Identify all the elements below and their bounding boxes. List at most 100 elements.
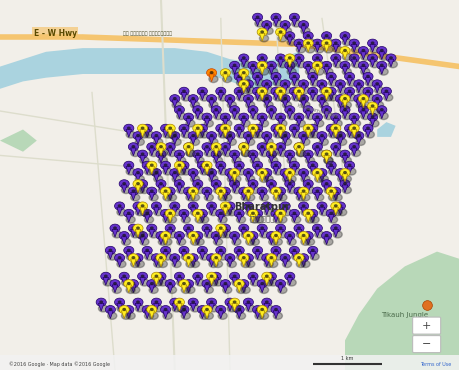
Circle shape [325, 124, 336, 132]
Ellipse shape [296, 149, 305, 157]
Circle shape [196, 127, 199, 130]
Polygon shape [332, 148, 338, 156]
Polygon shape [378, 52, 384, 60]
Polygon shape [135, 174, 140, 182]
Ellipse shape [236, 216, 245, 223]
Circle shape [192, 180, 202, 188]
Circle shape [264, 300, 268, 303]
Ellipse shape [222, 75, 231, 83]
Circle shape [205, 189, 208, 192]
Circle shape [223, 204, 227, 207]
Polygon shape [254, 252, 260, 259]
Ellipse shape [250, 131, 259, 138]
Ellipse shape [204, 120, 213, 127]
Circle shape [260, 145, 263, 148]
Circle shape [128, 280, 138, 288]
Circle shape [264, 134, 268, 137]
Circle shape [243, 95, 253, 103]
Ellipse shape [277, 231, 286, 238]
Polygon shape [213, 148, 218, 156]
Polygon shape [190, 192, 196, 200]
Ellipse shape [149, 149, 158, 157]
Circle shape [302, 232, 313, 240]
Circle shape [321, 39, 331, 47]
Ellipse shape [231, 186, 241, 194]
Circle shape [220, 187, 230, 195]
Polygon shape [314, 118, 319, 126]
Circle shape [257, 54, 267, 62]
Circle shape [287, 234, 291, 237]
Polygon shape [323, 155, 329, 163]
Circle shape [274, 164, 277, 166]
Circle shape [118, 256, 121, 259]
Polygon shape [126, 285, 131, 293]
Ellipse shape [259, 194, 268, 201]
Circle shape [301, 256, 305, 259]
Polygon shape [254, 311, 260, 319]
Circle shape [218, 212, 222, 215]
Circle shape [280, 169, 290, 177]
Circle shape [260, 282, 263, 285]
Ellipse shape [309, 131, 319, 138]
Circle shape [287, 275, 291, 278]
Circle shape [223, 145, 227, 148]
Circle shape [202, 187, 212, 195]
Circle shape [266, 106, 276, 114]
Circle shape [205, 282, 208, 285]
Ellipse shape [112, 286, 121, 293]
Circle shape [324, 152, 328, 155]
Ellipse shape [268, 186, 277, 194]
Text: Terms of Use: Terms of Use [419, 362, 450, 367]
Polygon shape [323, 92, 329, 100]
Ellipse shape [213, 279, 222, 286]
Polygon shape [204, 118, 209, 126]
Circle shape [330, 202, 340, 210]
Circle shape [238, 143, 248, 151]
Circle shape [131, 256, 135, 259]
Circle shape [186, 282, 190, 285]
Circle shape [165, 124, 175, 132]
Circle shape [333, 226, 337, 229]
Ellipse shape [314, 120, 323, 127]
Ellipse shape [190, 138, 199, 145]
Circle shape [209, 134, 213, 137]
Ellipse shape [144, 216, 153, 223]
Polygon shape [158, 237, 163, 245]
Ellipse shape [282, 87, 291, 94]
Polygon shape [346, 166, 352, 174]
Ellipse shape [236, 312, 245, 319]
Polygon shape [314, 67, 319, 74]
Polygon shape [286, 37, 292, 45]
Circle shape [159, 256, 162, 259]
Polygon shape [181, 215, 186, 222]
Ellipse shape [259, 175, 268, 182]
Ellipse shape [241, 231, 250, 238]
Ellipse shape [241, 286, 250, 293]
Circle shape [325, 87, 336, 95]
Circle shape [292, 16, 296, 18]
Circle shape [214, 234, 218, 237]
Polygon shape [259, 67, 264, 74]
Ellipse shape [167, 216, 176, 223]
Circle shape [275, 209, 285, 218]
Polygon shape [319, 85, 324, 93]
Ellipse shape [176, 279, 185, 286]
Circle shape [298, 254, 308, 262]
Ellipse shape [282, 175, 291, 182]
Circle shape [241, 282, 245, 285]
Ellipse shape [300, 27, 309, 34]
Circle shape [220, 224, 230, 232]
Circle shape [270, 209, 280, 218]
Polygon shape [241, 192, 246, 200]
Circle shape [260, 189, 263, 192]
Circle shape [220, 202, 230, 210]
Circle shape [232, 182, 236, 185]
Polygon shape [263, 207, 269, 215]
Ellipse shape [213, 186, 222, 194]
Circle shape [196, 182, 199, 185]
Circle shape [150, 308, 153, 311]
Circle shape [140, 182, 144, 185]
Ellipse shape [130, 231, 140, 238]
Circle shape [101, 272, 111, 280]
Polygon shape [277, 192, 283, 200]
